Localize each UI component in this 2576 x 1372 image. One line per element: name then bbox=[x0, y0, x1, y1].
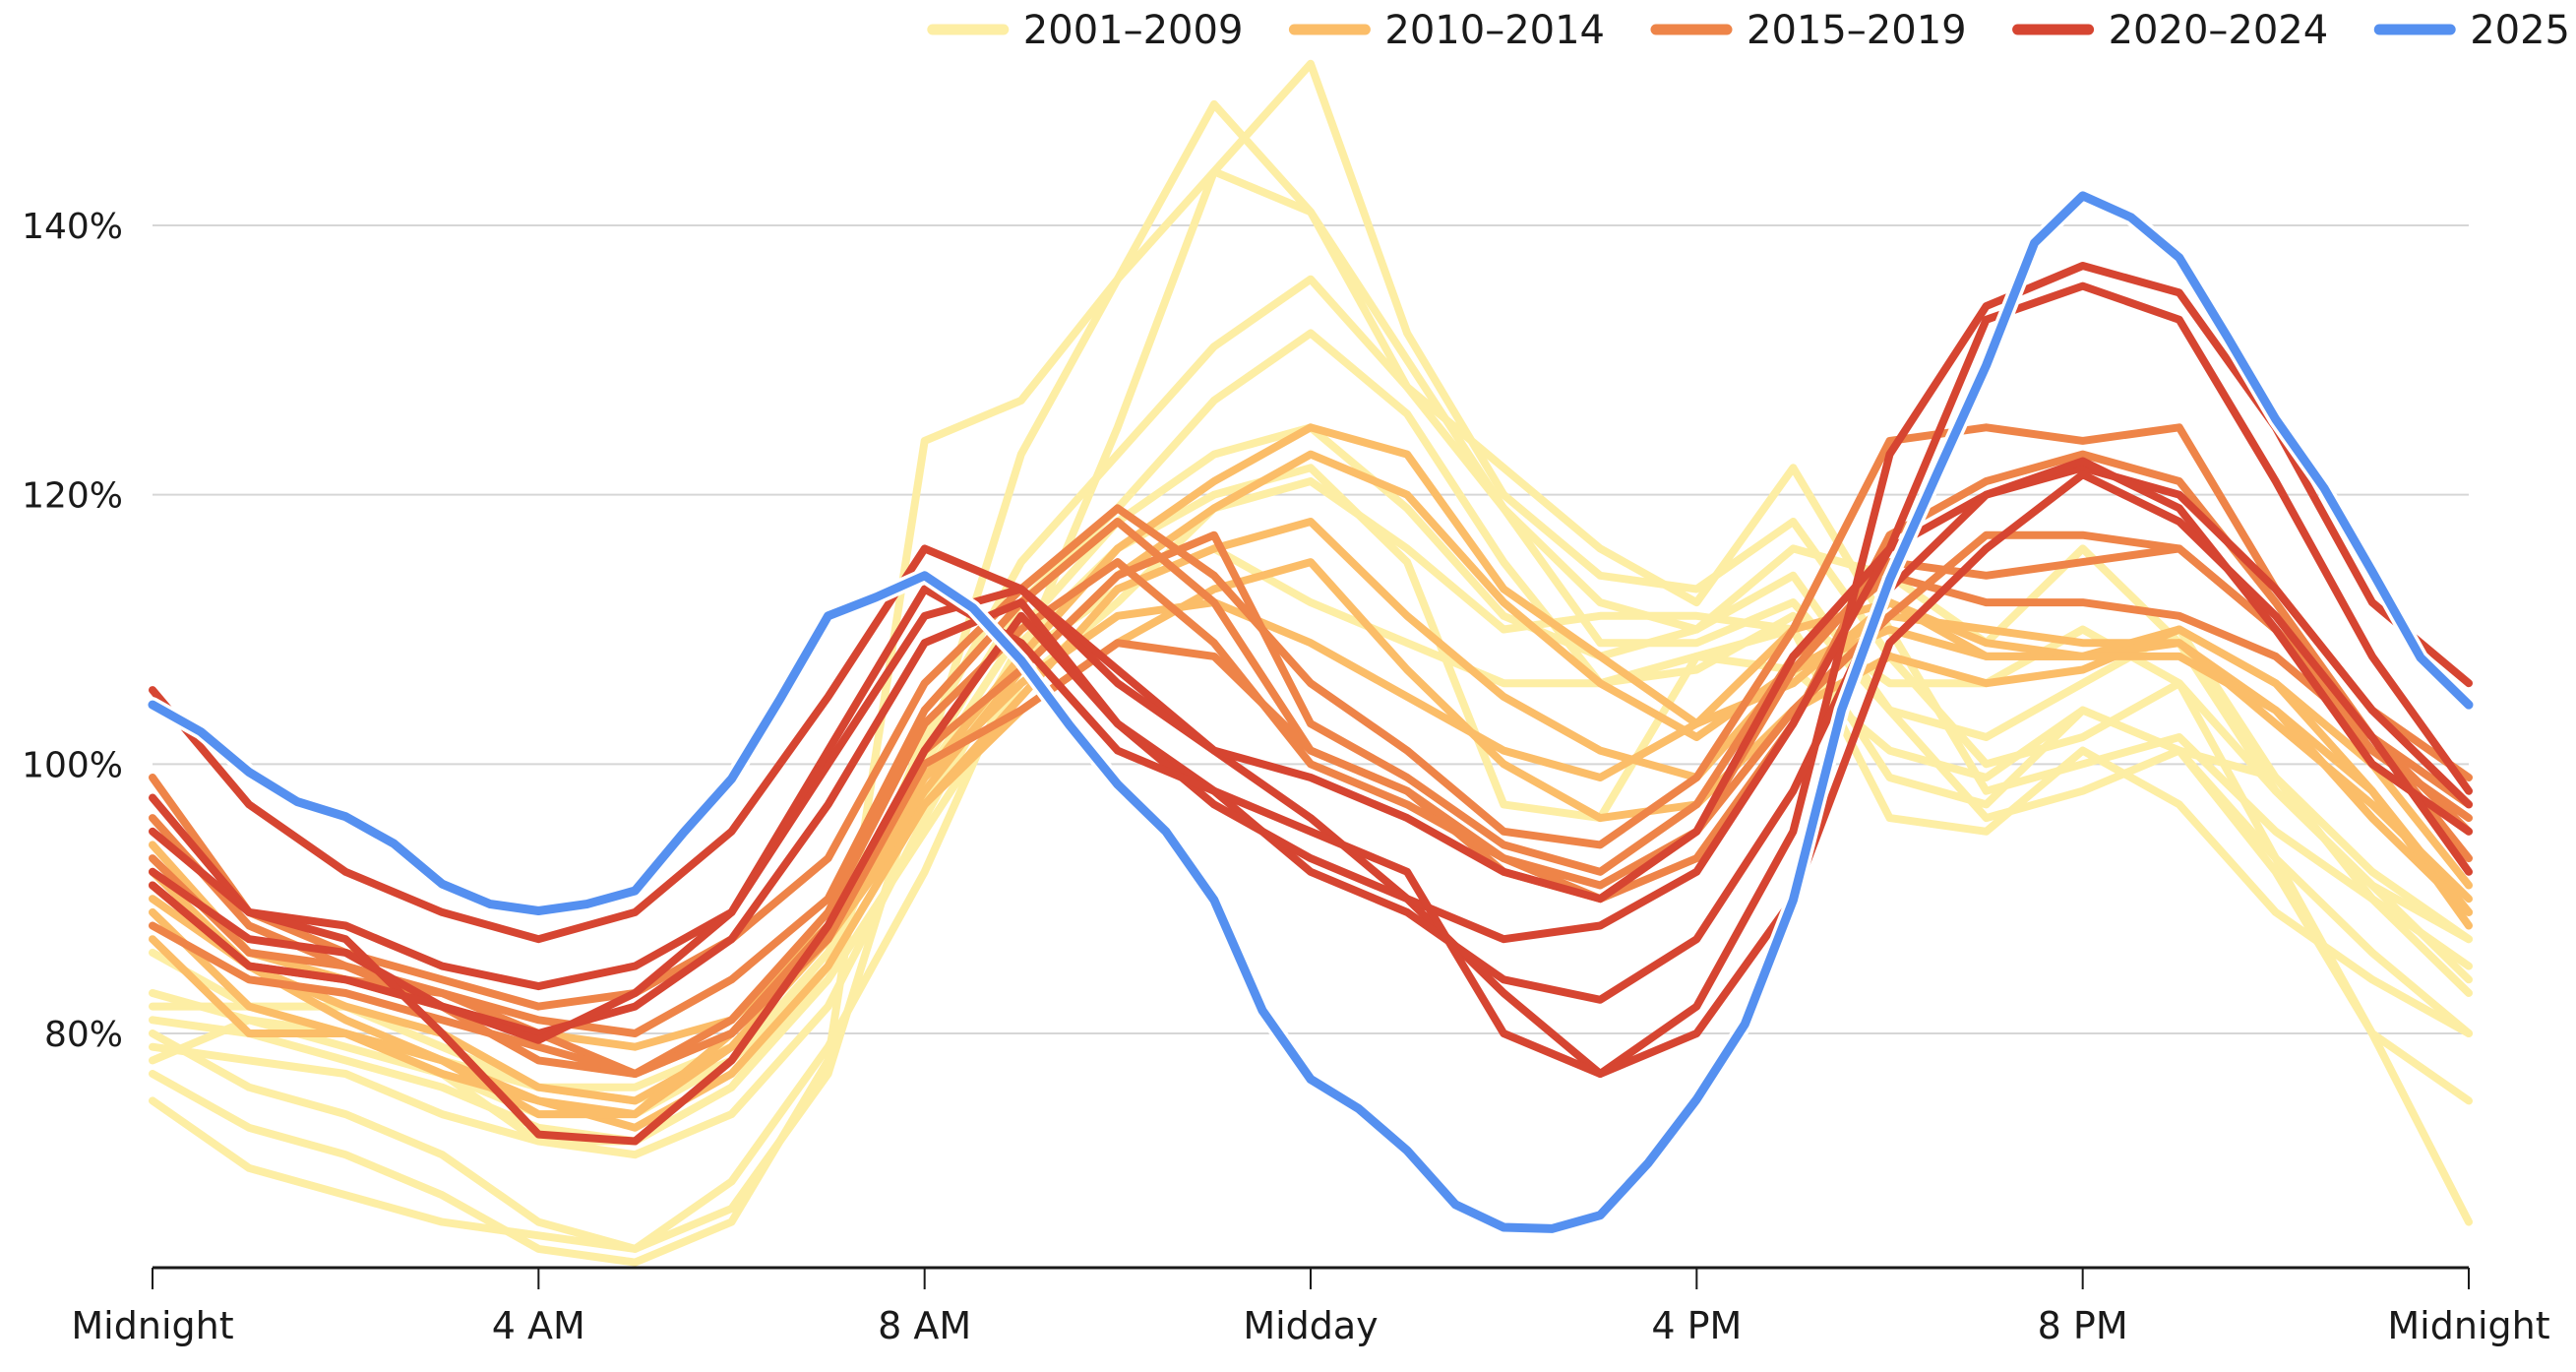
x-tick-label: 8 AM bbox=[878, 1304, 971, 1347]
series-line-2025-24 bbox=[148, 191, 2474, 1233]
x-axis-tick-labels: Midnight 4 AM 8 AM Midday 4 PM 8 PM Midnight bbox=[71, 1304, 2549, 1347]
series-line-2001-2009-2 bbox=[149, 167, 2473, 1253]
y-tick-label: 140% bbox=[22, 207, 123, 247]
series-lines bbox=[145, 59, 2477, 1267]
series-line-2010-2014-12 bbox=[149, 558, 2473, 1132]
x-tick-label: Midday bbox=[1243, 1304, 1378, 1347]
series-line-2001-2009-8 bbox=[149, 477, 2473, 1146]
legend-item: 2025 bbox=[2373, 8, 2570, 53]
legend-label: 2020–2024 bbox=[2109, 8, 2329, 53]
series-line-2010-2014-10 bbox=[149, 450, 2473, 1105]
series-line-2001-2009-3 bbox=[149, 275, 2473, 1146]
legend-item: 2020–2024 bbox=[2012, 8, 2329, 53]
x-tick-label: Midnight bbox=[71, 1304, 233, 1347]
series-line-2020-2024-23 bbox=[149, 470, 2473, 1078]
legend-item: 2015–2019 bbox=[1650, 8, 1967, 53]
series-line-2020-2024-21 bbox=[149, 457, 2473, 1037]
y-tick-label: 120% bbox=[22, 476, 123, 517]
x-tick-label: 8 PM bbox=[2038, 1304, 2128, 1347]
series-line-2015-2019-16 bbox=[149, 544, 2473, 1078]
y-tick-label: 100% bbox=[22, 745, 123, 785]
legend-label: 2025 bbox=[2470, 8, 2570, 53]
y-tick-label: 80% bbox=[44, 1015, 123, 1055]
legend-label: 2010–2014 bbox=[1384, 8, 1605, 53]
series-line-2010-2014-13 bbox=[149, 598, 2473, 1119]
series-line-2020-2024-19 bbox=[149, 262, 2473, 1078]
legend-label: 2001–2009 bbox=[1023, 8, 1244, 53]
x-tick-label: 4 PM bbox=[1651, 1304, 1742, 1347]
legend: 2001–2009 2010–2014 2015–2019 2020–2024 2025 bbox=[927, 8, 2570, 53]
series-line-2015-2019-14 bbox=[149, 423, 2473, 1011]
series-line-2020-2024-20 bbox=[149, 464, 2473, 991]
series-line-2020-2024-22 bbox=[149, 281, 2473, 1146]
legend-item: 2001–2009 bbox=[927, 8, 1244, 53]
y-axis-tick-labels: 80% 100% 120% 140% bbox=[22, 207, 123, 1055]
series-line-2015-2019-18 bbox=[149, 530, 2473, 1078]
series-line-2001-2009-6 bbox=[149, 464, 2473, 1159]
legend-label: 2015–2019 bbox=[1747, 8, 1967, 53]
series-line-2001-2009-0 bbox=[149, 59, 2473, 1253]
legend-item: 2010–2014 bbox=[1288, 8, 1605, 53]
x-axis bbox=[152, 1266, 2470, 1289]
x-tick-label: 4 AM bbox=[492, 1304, 585, 1347]
x-tick-label: Midnight bbox=[2387, 1304, 2549, 1347]
